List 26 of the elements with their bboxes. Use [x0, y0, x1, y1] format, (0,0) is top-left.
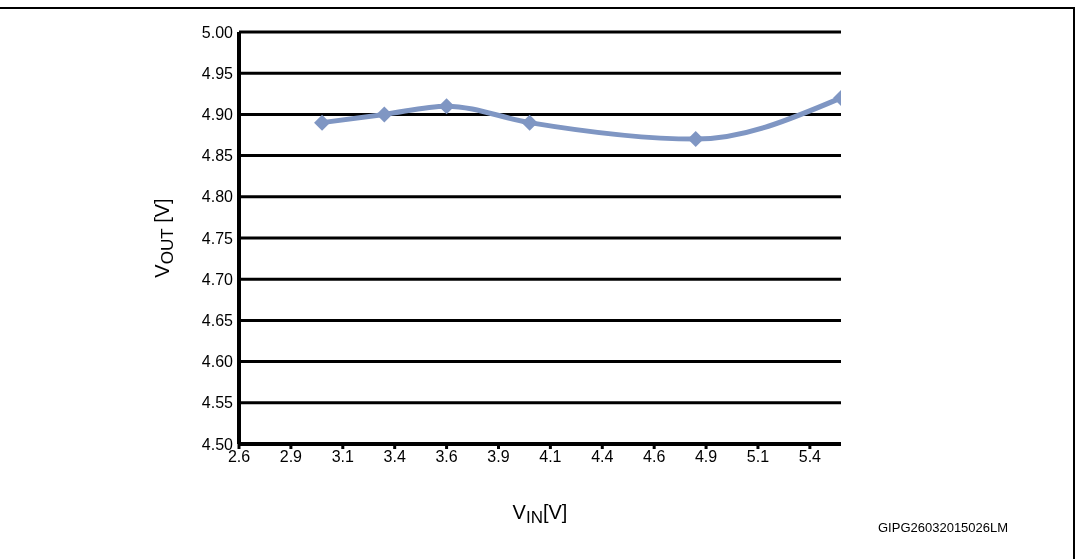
x-tick-label: 3.9 — [487, 448, 510, 466]
y-tick-label: 4.60 — [201, 353, 234, 371]
y-tick-label: 4.55 — [201, 394, 234, 412]
x-tick-label: 4.4 — [591, 448, 614, 466]
x-tick-label: 3.6 — [435, 448, 458, 466]
y-tick-label: 5.00 — [201, 23, 234, 41]
y-tick-label: 4.65 — [201, 312, 234, 330]
point — [314, 114, 331, 131]
point — [376, 106, 393, 123]
x-tick-label: 4.1 — [539, 448, 562, 466]
x-tick-label: 5.4 — [798, 448, 822, 466]
y-tick-label: 4.80 — [201, 188, 234, 206]
y-tick-label: 4.75 — [201, 229, 234, 247]
y-tick-label: 4.85 — [201, 147, 234, 165]
point — [521, 114, 538, 131]
x-tick-label: 4.6 — [643, 448, 666, 466]
x-tick-label: 4.9 — [694, 448, 718, 466]
y-tick-label: 4.70 — [201, 270, 234, 288]
x-tick-label: 3.1 — [331, 448, 355, 466]
text: GIPG26032015026LM — [878, 520, 1009, 535]
x-tick-label: 3.4 — [383, 448, 406, 466]
y-tick-label: 4.95 — [201, 64, 234, 82]
x-tick-label: 5.1 — [746, 448, 770, 466]
x-tick-label: 2.9 — [279, 448, 303, 466]
y-tick-label: 4.90 — [201, 106, 234, 124]
x-axis-title: V$_{IN}$[V] — [512, 501, 568, 528]
